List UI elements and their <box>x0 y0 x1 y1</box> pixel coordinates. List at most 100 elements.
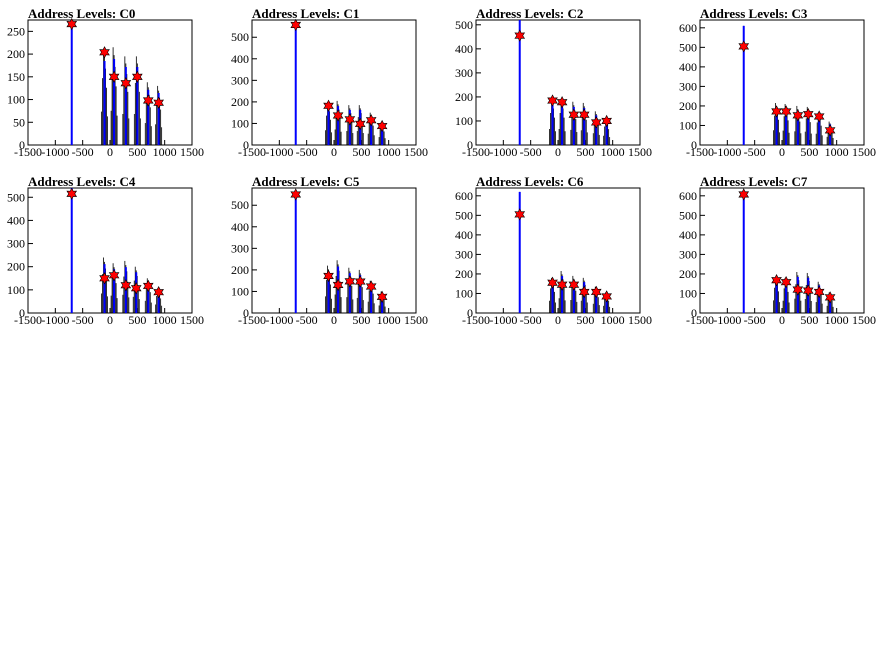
peak <box>780 275 792 313</box>
x-tick-label: -1000 <box>41 313 69 327</box>
y-tick-label: 400 <box>7 213 25 227</box>
x-tick-label: -1000 <box>41 145 69 159</box>
peak-marker <box>99 272 110 285</box>
peak <box>802 106 814 145</box>
x-tick-label: -500 <box>296 145 318 159</box>
peak <box>547 94 558 145</box>
peak-marker <box>802 284 814 297</box>
chart-panel-c5: 0 100 200 300 400 500 -1500 -1000 -500 0 500 1000 15… <box>224 168 448 336</box>
x-tick-label: 1500 <box>628 145 652 159</box>
peak-bar <box>381 294 384 313</box>
peak-bar <box>70 20 73 145</box>
peak-marker <box>813 285 825 299</box>
peak-bar <box>818 285 821 313</box>
y-tick-label: 400 <box>231 220 249 234</box>
x-tick-label: 0 <box>779 313 785 327</box>
peak-bar <box>381 125 384 145</box>
chart-svg: 0 100 200 300 400 500 600 -1500 -1000 -500 0 500 100… <box>455 187 652 327</box>
x-tick-label: 0 <box>555 145 561 159</box>
x-tick-label: -1500 <box>686 145 714 159</box>
plot-frame <box>699 19 865 146</box>
peak-bar <box>818 116 821 145</box>
peak <box>290 188 302 313</box>
x-tick-label: -500 <box>72 145 94 159</box>
y-tick-label: 300 <box>679 247 697 261</box>
y-tick-label: 500 <box>231 198 249 212</box>
peak <box>813 281 825 313</box>
peak <box>108 47 120 145</box>
peak-marker <box>323 269 334 283</box>
peak-bar <box>327 108 330 145</box>
chart-panel-c1: 0 100 200 300 400 500 -1500 -1000 -500 0 500 1000 15… <box>224 0 448 168</box>
peak <box>738 25 750 145</box>
x-tick-label: -500 <box>296 313 318 327</box>
x-tick-label: 1500 <box>180 145 204 159</box>
y-tick-label: 200 <box>455 267 473 281</box>
y-tick-label: 300 <box>455 66 473 80</box>
chart-title: Address Levels: C5 <box>252 174 360 189</box>
y-tick-label: 100 <box>231 116 249 130</box>
peak-bar <box>103 264 106 313</box>
peak-marker <box>792 283 804 296</box>
peak-marker <box>142 94 154 107</box>
y-tick-label: 250 <box>7 24 25 38</box>
peak-bar <box>775 108 778 145</box>
peak-marker <box>792 109 804 122</box>
peak <box>771 274 782 313</box>
peak <box>153 286 164 313</box>
peak <box>99 46 110 145</box>
x-tick-label: -1500 <box>462 313 490 327</box>
peak <box>771 103 782 145</box>
y-tick-label: 300 <box>679 79 697 93</box>
peak-bar <box>742 191 745 313</box>
x-tick-label: 1500 <box>852 313 876 327</box>
y-tick-label: 400 <box>679 228 697 242</box>
y-tick-label: 0 <box>467 138 473 152</box>
peak-marker <box>556 96 568 109</box>
chart-title: Address Levels: C1 <box>252 6 360 21</box>
chart-title: Address Levels: C0 <box>28 6 136 21</box>
peak-bar <box>113 269 116 313</box>
peak-marker <box>344 275 356 288</box>
x-tick-label: 1000 <box>377 313 401 327</box>
x-tick-label: 1000 <box>601 313 625 327</box>
peak-bar <box>370 284 373 313</box>
x-tick-label: -1000 <box>713 145 741 159</box>
chart-title: Address Levels: C2 <box>476 6 584 21</box>
x-tick-label: 500 <box>128 313 146 327</box>
x-tick-label: -500 <box>520 145 542 159</box>
peak-bar <box>807 111 810 145</box>
x-tick-label: 500 <box>800 145 818 159</box>
y-tick-label: 100 <box>455 286 473 300</box>
y-tick-label: 500 <box>679 40 697 54</box>
peak <box>792 271 804 313</box>
chart-svg: 0 100 200 300 400 500 600 -1500 -1000 -500 0 500 100… <box>679 19 876 159</box>
peak-marker <box>824 291 836 304</box>
peak <box>802 272 814 313</box>
x-tick-label: -1500 <box>238 313 266 327</box>
peak-marker <box>578 108 590 121</box>
y-tick-label: 200 <box>231 263 249 277</box>
peak-marker <box>290 18 302 32</box>
y-tick-label: 300 <box>231 241 249 255</box>
peak-bar <box>829 294 832 313</box>
x-tick-label: 1500 <box>628 313 652 327</box>
peak-bar <box>294 22 297 145</box>
peak <box>514 191 526 313</box>
chart-title: Address Levels: C6 <box>476 174 584 189</box>
peak-marker <box>568 108 580 121</box>
y-tick-label: 200 <box>7 47 25 61</box>
peak-bar <box>561 276 564 313</box>
y-tick-label: 50 <box>13 115 25 129</box>
peak <box>578 277 590 313</box>
x-tick-label: 500 <box>576 145 594 159</box>
chart-svg: 0 100 200 300 400 500 600 -1500 -1000 -500 0 500 100… <box>679 187 876 327</box>
peak <box>108 263 120 313</box>
peak-bar <box>785 282 788 313</box>
x-tick-label: 0 <box>779 145 785 159</box>
plot-frame <box>27 187 193 314</box>
peak-marker <box>142 279 154 293</box>
peak-bar <box>337 106 340 145</box>
x-tick-label: 1500 <box>852 145 876 159</box>
x-tick-label: 1500 <box>404 313 428 327</box>
